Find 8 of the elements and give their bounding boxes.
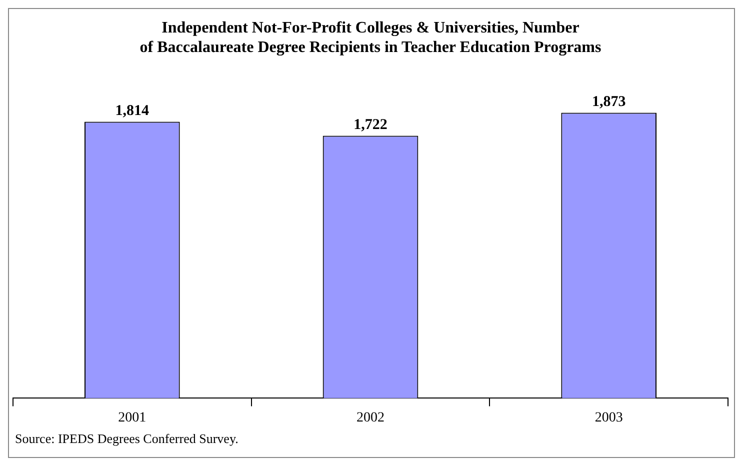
x-tick-label: 2001	[118, 410, 146, 426]
data-label: 1,722	[354, 117, 388, 134]
x-tick-label: 2002	[356, 410, 384, 426]
data-label: 1,814	[115, 103, 150, 120]
x-tick-label: 2003	[594, 410, 623, 426]
data-label: 1,873	[592, 94, 626, 110]
source-note: Source: IPEDS Degrees Conferred Survey.	[15, 431, 240, 447]
chart-title: Independent Not-For-Profit Colleges & Universities, Number of Baccalaureate Degree Recipients in Teacher Education Programs	[140, 20, 602, 56]
